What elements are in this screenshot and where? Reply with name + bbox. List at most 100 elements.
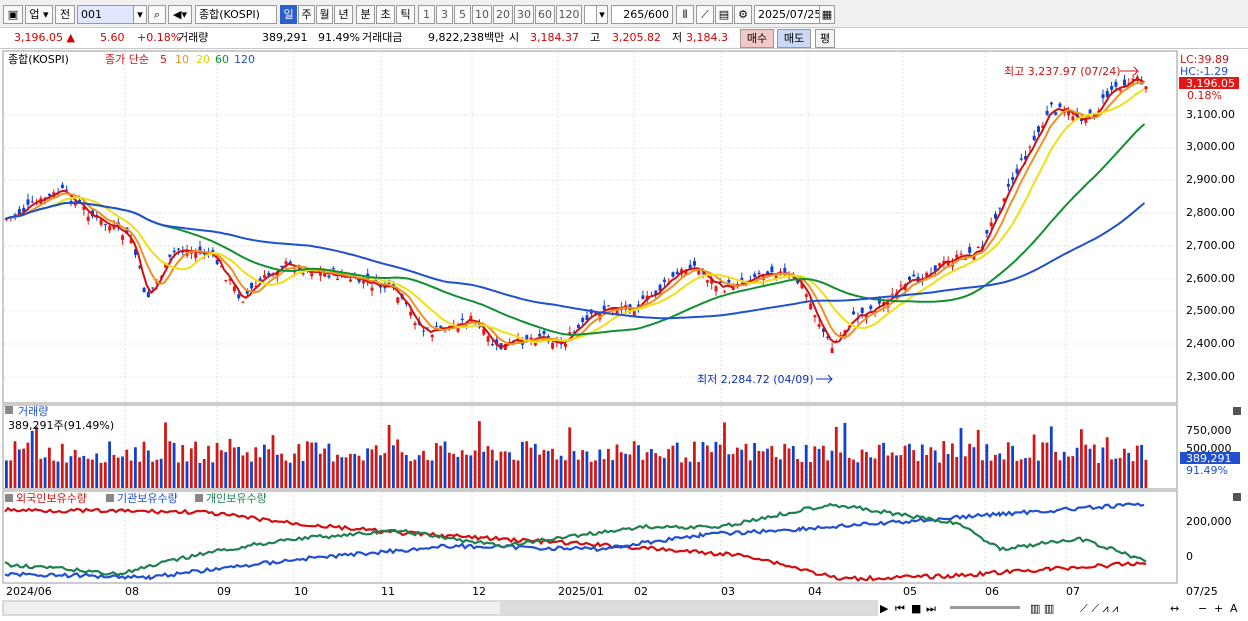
volume-bar [202, 459, 206, 488]
moving-average-lines [4, 78, 1146, 348]
interval-10-button[interactable]: 10 [472, 5, 492, 24]
candle-body [1015, 168, 1019, 174]
volume-bar [39, 458, 43, 488]
volume-bar [529, 447, 533, 488]
zoom-in-icon[interactable]: + [1214, 602, 1223, 615]
volume-bar [1127, 452, 1131, 488]
volume-bar [306, 441, 309, 488]
interval-1-button[interactable]: 1 [418, 5, 435, 24]
volume-bar [645, 452, 649, 488]
candle-body [349, 279, 352, 282]
drawing-tools-icon[interactable]: ⟋ ⟋ ⩘ ⩘ [1080, 602, 1118, 615]
buy-button[interactable]: 매수 [740, 29, 774, 48]
candle-body [972, 256, 976, 260]
prev-button[interactable]: 전 [55, 5, 75, 24]
period-day-button[interactable]: 일 [280, 5, 297, 24]
market-select[interactable]: 업 ▾ [25, 5, 53, 24]
period-month-button[interactable]: 월 [316, 5, 333, 24]
save-icon[interactable]: ▤ [715, 5, 733, 24]
ma-120-label: 120 [234, 53, 255, 66]
view-mode-icon[interactable]: ▥ ▥ [1030, 602, 1054, 615]
volume-bar [26, 442, 30, 488]
forward-icon[interactable]: ⏭ [926, 602, 936, 615]
volume-bar [207, 445, 210, 488]
volume-bar [951, 443, 954, 488]
candle-body [869, 305, 873, 309]
candle-body [813, 315, 817, 318]
volume-bar [409, 461, 412, 488]
candle-body [379, 286, 383, 288]
volume-bar [568, 427, 572, 488]
sell-button[interactable]: 매도 [777, 29, 811, 48]
volume-bar [976, 429, 980, 488]
interval-30-button[interactable]: 30 [514, 5, 534, 24]
search-icon[interactable]: ⌕ [148, 5, 166, 24]
volume-bar [873, 458, 877, 488]
stop-icon[interactable]: ■ [911, 602, 921, 615]
candle-body [228, 278, 232, 281]
candle-body [1123, 79, 1126, 86]
period-minute-button[interactable]: 분 [356, 5, 375, 24]
custom-interval-dropdown-icon[interactable]: ▾ [596, 5, 608, 24]
holding-line-2 [4, 502, 1147, 577]
candle-body [103, 224, 107, 226]
interval-5-button[interactable]: 5 [454, 5, 471, 24]
candle-body [959, 253, 963, 255]
holding-panel[interactable] [2, 490, 1178, 584]
candle-body [1088, 109, 1092, 115]
volume-bar [1067, 456, 1070, 488]
candle-body [13, 214, 17, 216]
holding-panel-icon[interactable] [5, 494, 13, 502]
volume-panel-icon[interactable] [5, 406, 13, 414]
candle-body [697, 269, 701, 275]
volume-bar [478, 421, 481, 488]
volume-panel-close-icon[interactable] [1233, 407, 1241, 415]
next-icon[interactable]: ▶ [880, 602, 889, 615]
candle-body [404, 302, 408, 305]
zoom-icon[interactable]: ↔ [1170, 602, 1179, 615]
candle-body [533, 340, 537, 346]
price-axis-tick: 2,900.00 [1186, 173, 1235, 186]
volume-bar [981, 460, 984, 488]
candle-body [60, 184, 64, 189]
interval-60-button[interactable]: 60 [535, 5, 555, 24]
holding-panel-close-icon[interactable] [1233, 493, 1241, 501]
volume-bar [237, 446, 240, 488]
code-input[interactable]: 001 [77, 5, 137, 24]
period-second-button[interactable]: 초 [376, 5, 395, 24]
eval-button[interactable]: 평 [815, 29, 835, 48]
interval-120-button[interactable]: 120 [556, 5, 582, 24]
low-arrow-icon [816, 374, 833, 384]
period-year-button[interactable]: 년 [334, 5, 353, 24]
volume-bar [220, 450, 223, 488]
x-axis-label: 04 [808, 585, 822, 598]
volume-bar [366, 448, 369, 488]
volume-bar [177, 462, 180, 488]
candle-body [1110, 86, 1114, 90]
period-week-button[interactable]: 주 [298, 5, 315, 24]
chart-canvas[interactable]: 종합(KOSPI) 종가 단순 5 10 20 60 120 LC:39.89 … [0, 49, 1248, 621]
code-dropdown-icon[interactable]: ▾ [133, 5, 147, 24]
speed-slider[interactable] [950, 606, 1020, 609]
data-count-field[interactable]: 265/600 [611, 5, 673, 24]
sound-icon[interactable]: ◀▾ [168, 5, 192, 24]
calendar-icon[interactable]: ▦ [819, 5, 835, 24]
zoom-out-icon[interactable]: − [1198, 602, 1207, 615]
period-tick-button[interactable]: 틱 [396, 5, 415, 24]
volume-bar [1144, 459, 1148, 488]
draw-tool-icon[interactable]: ⟋ [696, 5, 714, 24]
settings-gear-icon[interactable]: ⚙ [734, 5, 752, 24]
candle-body [245, 290, 249, 294]
chart-area[interactable]: 종합(KOSPI) 종가 단순 5 10 20 60 120 LC:39.89 … [0, 49, 1248, 621]
volume-bar [899, 455, 903, 488]
rewind-icon[interactable]: ⏮ [895, 602, 905, 615]
date-field[interactable]: 2025/07/25 [754, 5, 821, 24]
candle-body [146, 292, 150, 298]
layout-icon[interactable]: ▣ [3, 5, 23, 24]
candle-type-icon[interactable]: ⫴ [676, 5, 694, 24]
scrollbar-thumb[interactable] [500, 602, 876, 614]
interval-3-button[interactable]: 3 [436, 5, 453, 24]
interval-20-button[interactable]: 20 [493, 5, 513, 24]
font-size-icon[interactable]: A [1230, 602, 1238, 615]
volume-bar [508, 452, 511, 488]
